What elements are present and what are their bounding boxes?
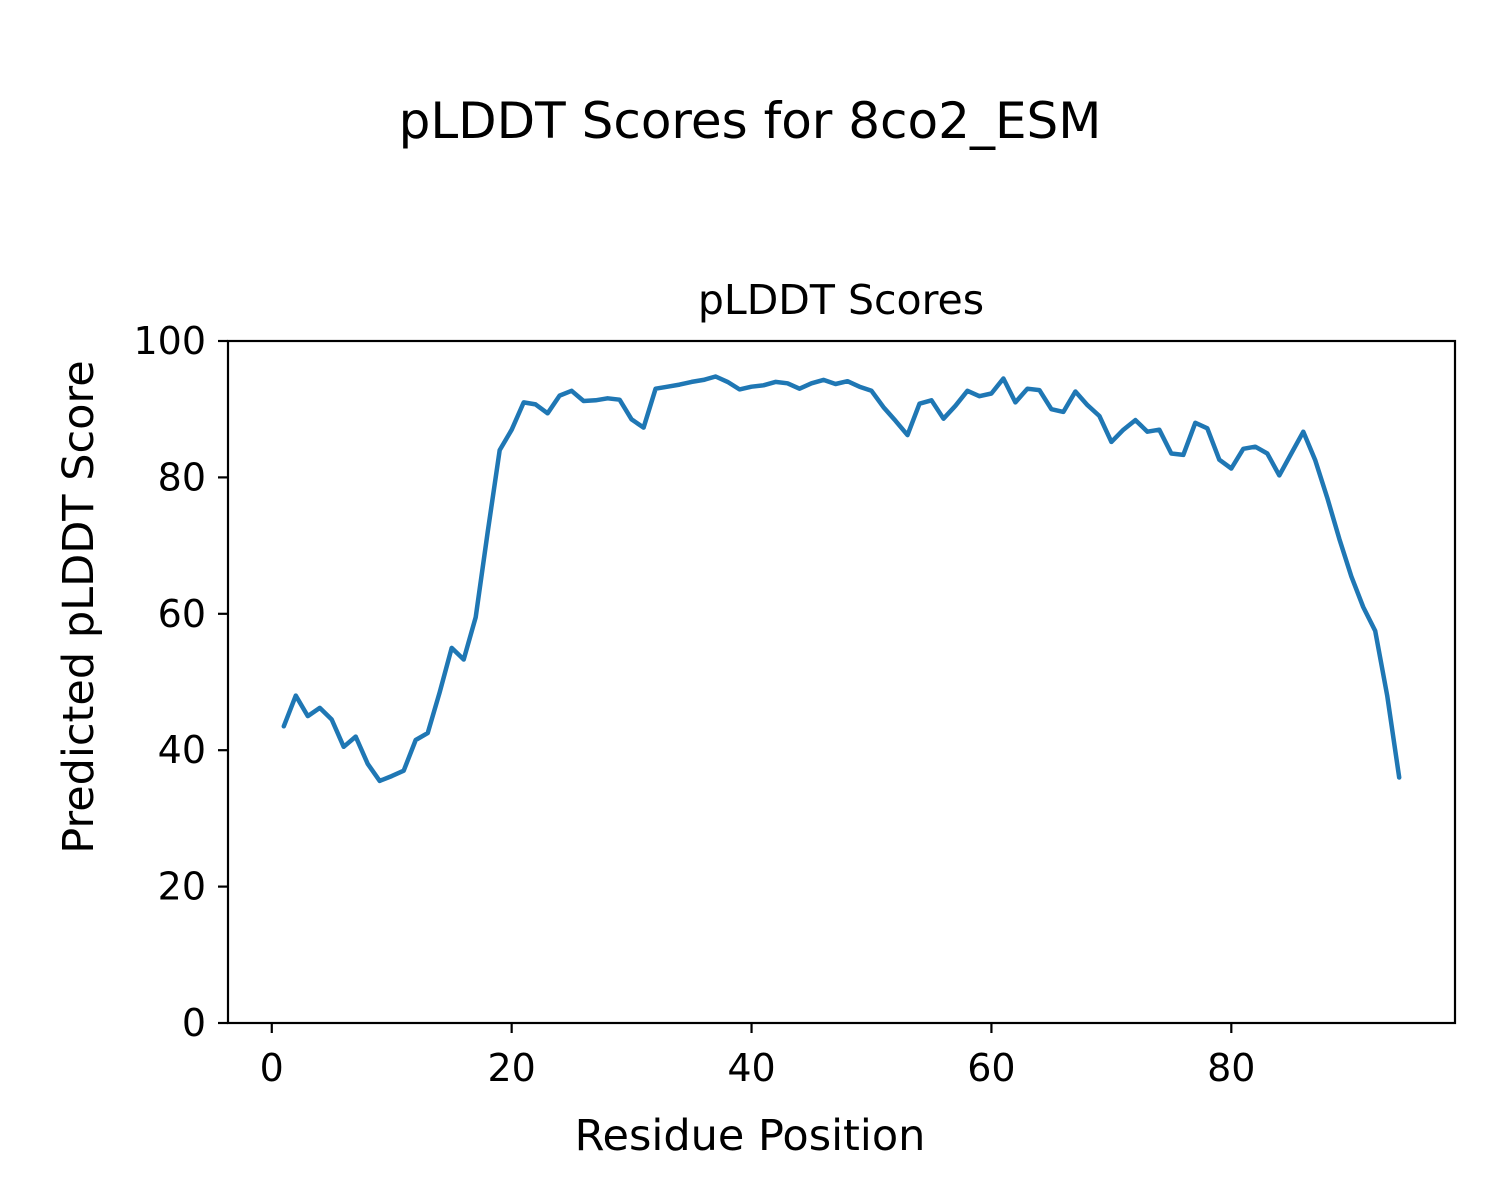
y-tick-label: 60	[158, 592, 206, 636]
y-axis-label: Predicted pLDDT Score	[54, 360, 104, 853]
y-tick-label: 100	[133, 319, 206, 363]
y-tick-label: 80	[158, 455, 206, 499]
x-tick-label: 80	[1207, 1046, 1255, 1090]
x-tick-label: 40	[727, 1046, 775, 1090]
x-tick-label: 20	[487, 1046, 535, 1090]
figure-title: pLDDT Scores for 8co2_ESM	[399, 92, 1102, 150]
x-tick-label: 60	[967, 1046, 1015, 1090]
axes-title: pLDDT Scores	[698, 276, 984, 324]
y-tick-label: 20	[158, 865, 206, 909]
x-tick-label: 0	[260, 1046, 284, 1090]
axes-border	[226, 339, 1457, 1025]
plddt-line	[281, 374, 1402, 784]
y-tick-label: 0	[182, 1001, 206, 1045]
x-axis-label: Residue Position	[575, 1111, 926, 1161]
y-tick-label: 40	[158, 728, 206, 772]
